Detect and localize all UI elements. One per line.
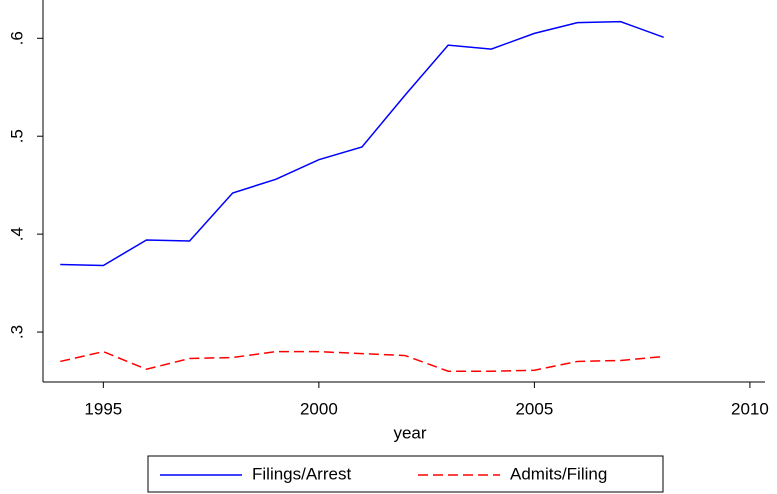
legend-label: Filings/Arrest xyxy=(252,464,351,483)
legend xyxy=(147,455,664,493)
y-tick-label: .4 xyxy=(7,227,26,241)
x-tick-label: 1995 xyxy=(84,399,122,418)
data-line xyxy=(60,20,664,267)
legend-label: Admits/Filing xyxy=(510,464,607,483)
x-tick-label: 2000 xyxy=(300,399,338,418)
data-line xyxy=(60,350,664,372)
y-tick-label: .5 xyxy=(7,129,26,143)
x-axis-label: year xyxy=(393,423,426,442)
x-tick-label: 2005 xyxy=(515,399,553,418)
y-tick-label: .6 xyxy=(7,31,26,45)
x-tick-label: 2010 xyxy=(731,399,769,418)
y-tick-label: .3 xyxy=(7,325,26,339)
